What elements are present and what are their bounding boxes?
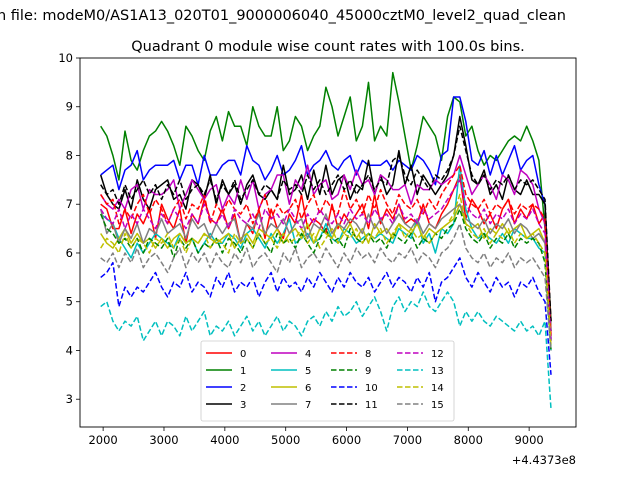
legend-label-12: 12 <box>431 349 444 360</box>
x-tick-label: 5000 <box>271 433 300 447</box>
x-tick-label: 9000 <box>514 433 543 447</box>
legend-label-0: 0 <box>240 349 246 360</box>
series-line-11 <box>100 125 552 322</box>
series-line-7 <box>99 203 552 332</box>
series-line-5 <box>100 164 552 351</box>
y-tick-label: 6 <box>66 246 73 260</box>
series-line-10 <box>100 257 552 375</box>
axes-frame <box>79 57 577 428</box>
series-line-1 <box>100 71 552 322</box>
x-tick-label: 3000 <box>149 433 178 447</box>
legend-label-1: 1 <box>240 366 246 377</box>
y-tick-label: 9 <box>66 100 73 114</box>
legend-label-4: 4 <box>305 349 311 360</box>
x-tick-label: 7000 <box>393 433 422 447</box>
series-layer <box>99 71 552 410</box>
legend-label-11: 11 <box>365 400 378 411</box>
legend-label-15: 15 <box>431 400 444 411</box>
y-tick-label: 8 <box>66 148 73 162</box>
x-tick-label: 6000 <box>332 433 361 447</box>
legend-label-3: 3 <box>240 400 246 411</box>
series-line-15 <box>100 222 552 351</box>
plot-area <box>79 57 577 428</box>
legend-label-10: 10 <box>365 383 378 394</box>
x-tick-label: 2000 <box>88 433 117 447</box>
legend-label-6: 6 <box>305 383 311 394</box>
x-tick-label: 8000 <box>454 433 483 447</box>
series-line-8 <box>100 164 552 336</box>
y-axis: 3 4 5 6 7 8 9 10 <box>58 51 80 406</box>
legend-label-9: 9 <box>365 366 371 377</box>
series-line-3 <box>99 115 552 332</box>
legend-label-14: 14 <box>431 383 444 394</box>
y-tick-label: 5 <box>66 295 73 309</box>
chart-title: Quadrant 0 module wise count rates with … <box>131 39 525 55</box>
y-tick-label: 7 <box>66 197 73 211</box>
series-line-12 <box>100 179 552 341</box>
y-tick-label: 10 <box>58 51 73 65</box>
series-line-9 <box>100 208 552 351</box>
series-line-2 <box>100 96 552 341</box>
x-axis-offset-label: +4.4373e8 <box>512 453 576 467</box>
figure-suptitle: n file: modeM0/AS1A13_020T01_9000006040_… <box>0 8 566 24</box>
series-line-13 <box>100 291 552 410</box>
x-axis: 2000 3000 4000 5000 6000 7000 8000 9000 <box>88 427 544 447</box>
y-tick-label: 4 <box>66 343 73 357</box>
series-line-14 <box>100 193 552 346</box>
y-tick-label: 3 <box>66 392 73 406</box>
legend-box <box>200 340 455 422</box>
legend-label-7: 7 <box>305 400 311 411</box>
legend-label-2: 2 <box>240 383 246 394</box>
series-line-6 <box>100 203 552 336</box>
legend-label-8: 8 <box>365 349 371 360</box>
x-tick-label: 4000 <box>210 433 239 447</box>
legend-label-13: 13 <box>431 366 444 377</box>
legend-label-5: 5 <box>305 366 311 377</box>
